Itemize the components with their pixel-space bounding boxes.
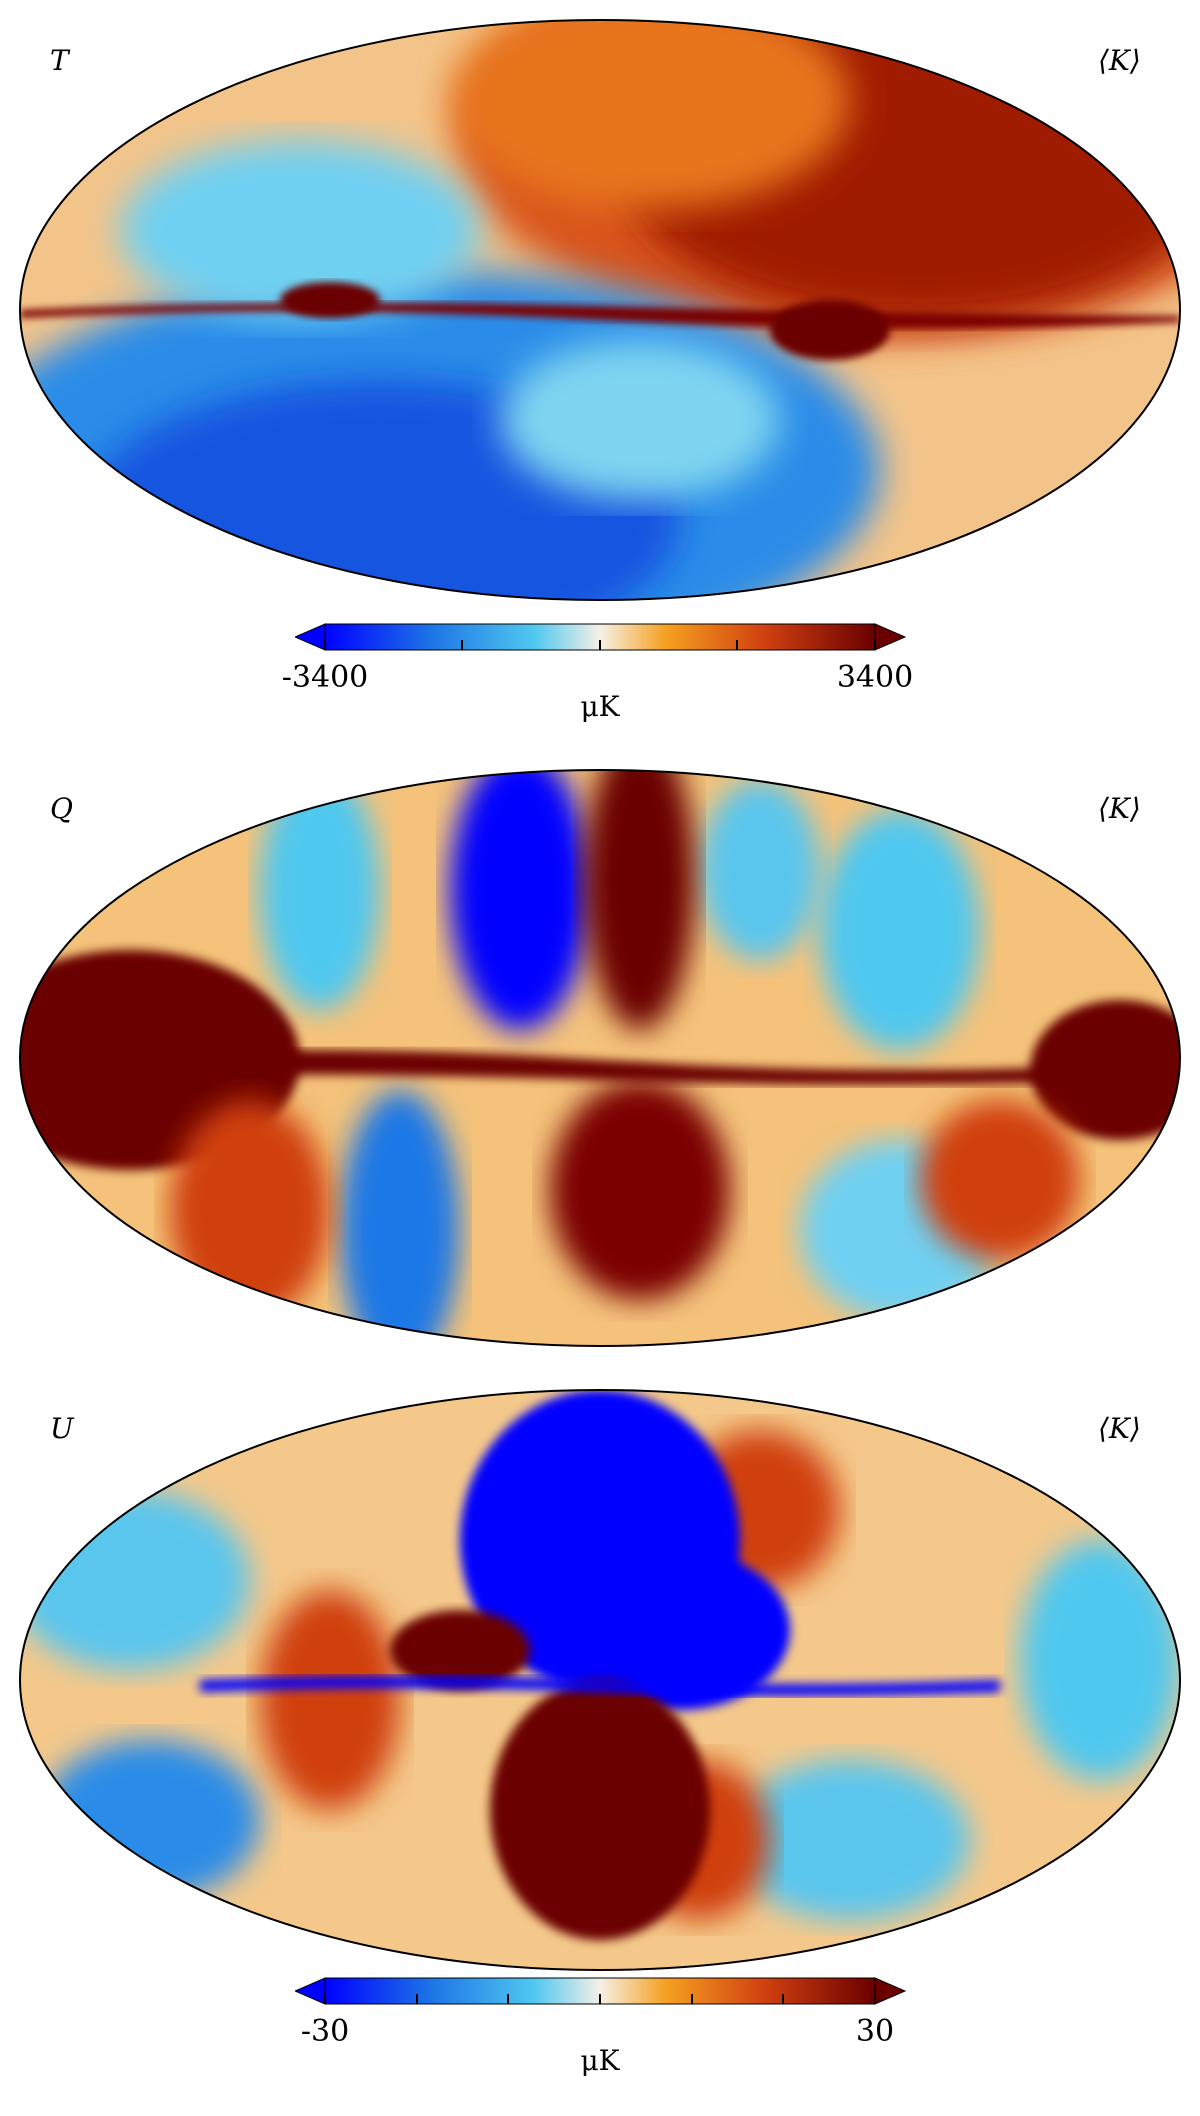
stokes-label-q: Q (50, 792, 73, 825)
mollweide-map-u (19, 1389, 1181, 1971)
stokes-label-u: U (50, 1412, 74, 1445)
panel-t: T ⟨K⟩ (0, 0, 1200, 723)
mollweide-map-t (19, 19, 1181, 601)
colorbar-u-unit: μK (580, 2044, 620, 2077)
colorbar-t-min: -3400 (281, 660, 369, 695)
unit-note-u: ⟨K⟩ (1098, 1412, 1141, 1445)
colorbar-t (295, 623, 907, 651)
colorbar-u (295, 1977, 907, 2005)
colorbar-t-max: 3400 (836, 660, 914, 695)
colorbar-u-min: -30 (300, 2014, 350, 2049)
colorbar-t-unit: μK (580, 690, 620, 723)
panel-q: Q ⟨K⟩ (0, 760, 1200, 1380)
panel-u: U ⟨K⟩ (0, 1380, 1200, 2116)
unit-note-q: ⟨K⟩ (1098, 792, 1141, 825)
stokes-label-t: T (50, 44, 69, 77)
unit-note-t: ⟨K⟩ (1098, 44, 1141, 77)
colorbar-u-max: 30 (855, 2014, 895, 2049)
mollweide-map-q (19, 769, 1181, 1347)
